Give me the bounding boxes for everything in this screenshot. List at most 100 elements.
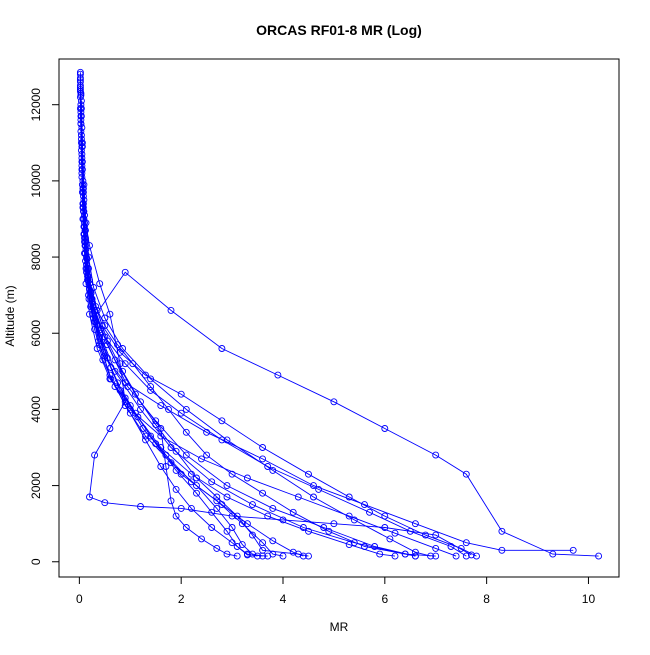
data-point <box>91 451 99 459</box>
data-point <box>208 478 216 486</box>
data-point <box>411 520 419 528</box>
data-point <box>243 550 251 558</box>
data-point <box>182 451 190 459</box>
data-point <box>137 503 144 510</box>
data-point <box>103 337 111 345</box>
data-point <box>289 548 297 556</box>
data-point <box>107 375 115 383</box>
y-tick-label: 6000 <box>29 320 43 347</box>
data-point <box>218 436 226 444</box>
data-point <box>137 405 144 413</box>
data-point <box>228 539 236 547</box>
data-point <box>126 405 134 413</box>
data-point <box>172 485 180 493</box>
x-axis: 0 2 4 6 8 10 <box>76 576 596 606</box>
data-point <box>243 474 251 482</box>
data-point <box>177 504 185 512</box>
data-point <box>249 531 256 539</box>
data-point <box>147 432 155 440</box>
data-point <box>376 550 384 558</box>
data-point <box>78 188 86 196</box>
data-point <box>77 120 85 128</box>
data-point <box>101 314 109 322</box>
data-point <box>401 550 409 558</box>
data-point <box>391 552 399 560</box>
data-point <box>569 546 577 554</box>
data-point <box>139 425 147 432</box>
data-point <box>233 543 241 550</box>
data-point <box>259 546 267 554</box>
data-point <box>467 551 475 559</box>
data-point <box>162 463 170 470</box>
data-point <box>259 489 267 497</box>
data-point <box>172 512 180 520</box>
data-point <box>218 417 226 425</box>
y-tick-label: 2000 <box>29 472 43 499</box>
x-tick-label: 10 <box>582 592 596 606</box>
data-point <box>167 306 175 314</box>
data-point <box>498 527 506 535</box>
data-point <box>462 539 470 547</box>
data-point <box>305 470 312 478</box>
data-point <box>80 207 88 215</box>
data-point <box>187 478 195 486</box>
data-point <box>289 508 297 516</box>
chart-title: ORCAS RF01-8 MR (Log) <box>256 22 422 38</box>
data-point <box>96 280 104 288</box>
data-point <box>310 493 317 501</box>
data-point <box>457 544 465 552</box>
data-point <box>157 444 165 451</box>
data-point <box>274 371 282 379</box>
data-point <box>422 531 429 539</box>
data-point <box>106 310 114 318</box>
data-point <box>223 527 231 535</box>
data-point <box>269 466 277 474</box>
data-point <box>86 242 93 250</box>
data-point <box>228 524 236 531</box>
data-point <box>142 371 149 379</box>
x-tick-label: 0 <box>76 592 83 606</box>
data-point <box>187 504 195 512</box>
data-point <box>182 428 190 436</box>
data-point <box>182 524 190 531</box>
data-point <box>157 425 165 432</box>
data-point <box>381 425 389 432</box>
data-point <box>386 535 394 543</box>
data-point <box>121 360 129 368</box>
x-axis-label: MR <box>330 620 349 634</box>
data-point <box>549 550 557 558</box>
data-point <box>381 524 389 531</box>
data-point <box>177 390 185 398</box>
data-point <box>462 470 470 478</box>
data-point <box>233 552 241 560</box>
y-tick-label: 8000 <box>29 243 43 270</box>
data-point <box>498 546 506 554</box>
data-point <box>325 527 333 535</box>
data-point <box>119 367 127 375</box>
data-point <box>99 356 107 364</box>
data-point <box>114 341 121 349</box>
data-point <box>350 516 358 524</box>
data-point <box>80 230 88 238</box>
data-point <box>187 470 195 478</box>
data-point <box>111 383 119 391</box>
data-point <box>177 409 185 417</box>
data-point <box>86 493 93 501</box>
data-point <box>157 463 165 470</box>
data-point <box>411 548 419 556</box>
data-point <box>213 493 221 501</box>
data-point <box>294 493 302 501</box>
data-point <box>78 166 86 173</box>
data-point <box>279 552 287 560</box>
data-point <box>299 524 307 531</box>
data-point <box>82 265 90 272</box>
data-point <box>101 499 109 507</box>
data-point <box>259 444 267 451</box>
data-point <box>193 482 200 490</box>
data-point <box>264 552 272 560</box>
data-point <box>193 489 200 497</box>
data-point <box>249 501 256 509</box>
data-point <box>157 402 165 410</box>
